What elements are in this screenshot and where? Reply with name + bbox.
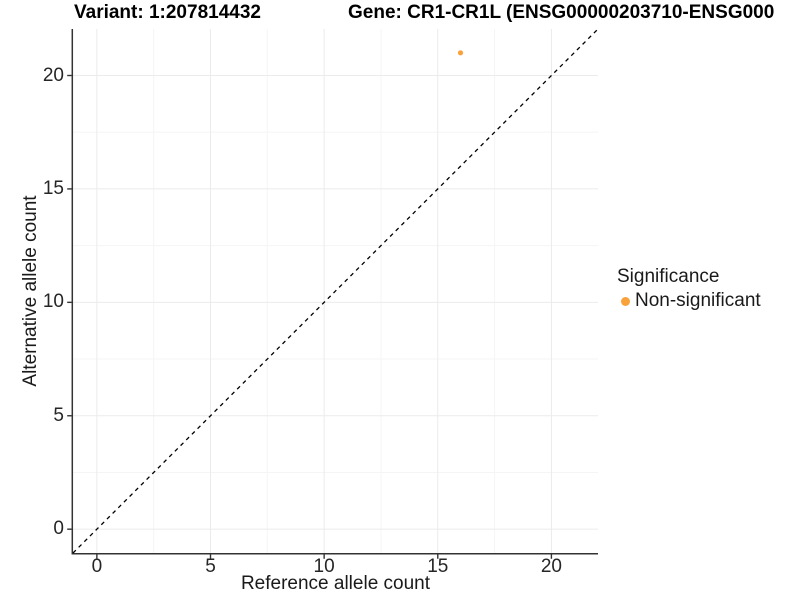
non-significant-point-icon [621, 296, 630, 306]
y-tick-label: 15 [42, 177, 64, 199]
legend-item-label: Non-significant [635, 290, 761, 311]
y-tick-label: 5 [53, 404, 64, 426]
x-tick-label: 10 [313, 556, 335, 577]
identity-dashed-line [72, 28, 599, 554]
x-tick-label: 5 [205, 556, 216, 577]
y-tick-label: 10 [42, 291, 64, 313]
y-axis-title: Alternative allele count [20, 195, 41, 387]
x-tick-label: 20 [540, 556, 562, 577]
legend: Significance Non-significant [615, 266, 761, 312]
legend-item-non-significant: Non-significant [615, 290, 761, 312]
plot-title-variant: Variant: 1:207814432 [74, 2, 261, 23]
x-tick-label: 15 [427, 556, 449, 577]
y-tick-label: 0 [53, 518, 64, 540]
data-point [457, 50, 464, 56]
legend-title: Significance [617, 266, 720, 287]
plot-title-gene: Gene: CR1-CR1L (ENSG00000203710-ENSG000 [348, 2, 775, 23]
y-tick-label: 20 [42, 64, 64, 86]
x-axis-title: Reference allele count [240, 573, 431, 594]
x-tick-label: 0 [91, 556, 103, 577]
